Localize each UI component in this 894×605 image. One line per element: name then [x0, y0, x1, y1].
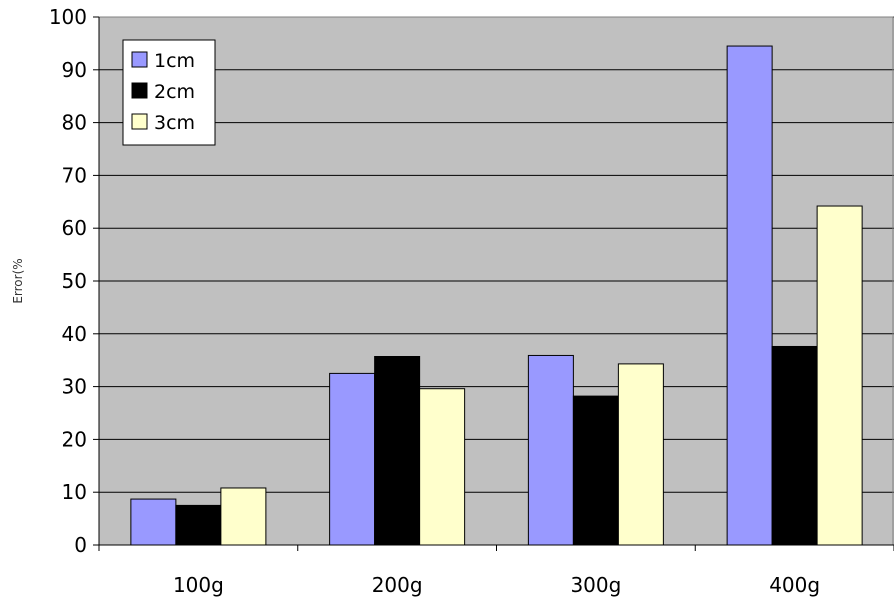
bar-3cm-200g	[419, 388, 466, 546]
legend-swatch-1cm	[131, 51, 148, 68]
bar-2cm-400g	[771, 345, 818, 546]
x-tick-label: 200g	[372, 573, 423, 597]
legend-label-1cm: 1cm	[154, 50, 195, 72]
bar-1cm-400g	[726, 45, 773, 546]
bar-1cm-100g	[130, 498, 177, 546]
bar-2cm-200g	[374, 356, 421, 546]
y-tick-label: 50	[62, 269, 87, 293]
y-tick-label: 90	[62, 58, 87, 82]
x-tick-label: 300g	[570, 573, 621, 597]
y-tick-label: 70	[62, 163, 87, 187]
y-tick-label: 80	[62, 111, 87, 135]
y-tick-labels: 0 10 20 30 40 50 60 70 80 90 100	[49, 5, 87, 557]
x-tick-label: 100g	[173, 573, 224, 597]
y-tick-label: 100	[49, 5, 87, 29]
y-tick-label: 10	[62, 480, 87, 504]
bar-1cm-300g	[527, 354, 574, 546]
bar-3cm-100g	[220, 487, 267, 546]
legend: 1cm 2cm 3cm	[122, 39, 216, 146]
bar-3cm-300g	[617, 363, 664, 546]
y-tick-label: 40	[62, 322, 87, 346]
bars	[130, 45, 863, 546]
y-axis-label: Error(%	[11, 258, 25, 303]
y-tick-label: 30	[62, 375, 87, 399]
x-tick-labels: 100g 200g 300g 400g	[173, 573, 820, 597]
legend-swatch-3cm	[131, 113, 148, 130]
bar-1cm-200g	[329, 372, 376, 546]
legend-label-3cm: 3cm	[154, 112, 195, 134]
y-tick-label: 60	[62, 216, 87, 240]
bar-3cm-400g	[816, 205, 863, 546]
y-tick-label: 0	[74, 533, 87, 557]
bar-2cm-100g	[175, 504, 222, 546]
x-tick-label: 400g	[769, 573, 820, 597]
legend-label-2cm: 2cm	[154, 81, 195, 103]
legend-swatch-2cm	[131, 82, 148, 99]
axes	[93, 16, 894, 551]
bar-2cm-300g	[572, 395, 619, 546]
y-tick-label: 20	[62, 427, 87, 451]
